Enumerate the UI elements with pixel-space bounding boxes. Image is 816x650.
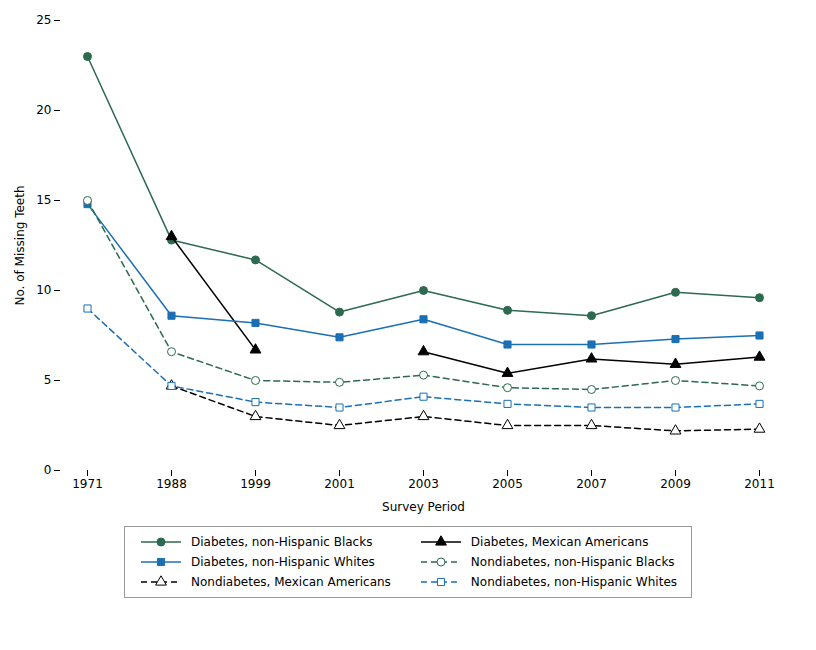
html-text:Nondiabetes, non-Hispanic Whit: Nondiabetes, non-Hispanic Whites	[470, 575, 677, 589]
svg-text:15: 15	[36, 193, 51, 207]
svg-text:2001: 2001	[324, 477, 355, 491]
html-text:Diabetes, Mexican Americans: Diabetes, Mexican Americans	[470, 535, 649, 549]
svg-text:0: 0	[44, 463, 52, 477]
svg-text:1988: 1988	[156, 477, 187, 491]
html-text:Nondiabetes, Mexican Americans: Nondiabetes, Mexican Americans	[191, 575, 391, 589]
svg-text:2005: 2005	[492, 477, 523, 491]
svg-text:2009: 2009	[660, 477, 691, 491]
html-text:Diabetes, non-Hispanic Whites: Diabetes, non-Hispanic Whites	[191, 555, 375, 569]
svg-text:1971: 1971	[72, 477, 103, 491]
svg-text:10: 10	[36, 283, 51, 297]
svg-text:20: 20	[36, 103, 51, 117]
svg-text:5: 5	[44, 373, 52, 387]
html-text:Nondiabetes, non-Hispanic Blac: Nondiabetes, non-Hispanic Blacks	[470, 555, 675, 569]
svg-text:No. of Missing Teeth: No. of Missing Teeth	[13, 185, 27, 305]
svg-text:Survey Period: Survey Period	[382, 500, 465, 514]
html-text:Diabetes, non-Hispanic Blacks: Diabetes, non-Hispanic Blacks	[191, 535, 373, 549]
svg-text:25: 25	[36, 13, 51, 27]
svg-text:2011: 2011	[744, 477, 775, 491]
svg-text:2007: 2007	[576, 477, 607, 491]
svg-text:2003: 2003	[408, 477, 439, 491]
svg-text:1999: 1999	[240, 477, 271, 491]
